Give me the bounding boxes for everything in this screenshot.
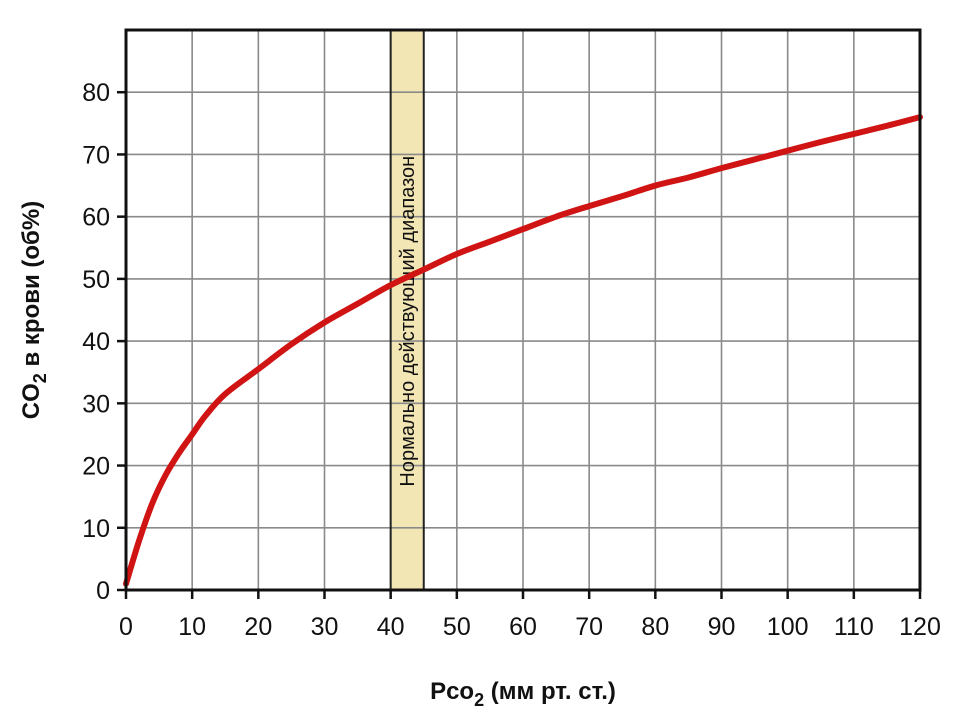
y-tick-label: 30 [82,390,110,418]
y-tick-label: 70 [82,141,110,169]
normal-range-band-label: Нормально действующий диапазон [397,156,419,487]
x-axis-title-sub: 2 [474,690,484,710]
series-layer [123,114,923,587]
y-tick-label: 10 [82,515,110,543]
x-tick-label: 90 [708,613,736,641]
y-axis-title-rest: в крови (об%) [18,201,45,373]
x-tick-label: 110 [834,613,874,641]
co2-content-curve [123,114,923,587]
normal-range-band [390,30,424,590]
x-tick-label: 50 [443,613,471,641]
x-tick-label: 10 [178,613,206,641]
axis-layer [117,28,922,599]
y-tick-label: 80 [82,79,110,107]
x-tick-label: 30 [311,613,339,641]
band-label-layer: Нормально действующий диапазон [397,156,419,487]
x-tick-label: 20 [244,613,272,641]
y-axis-title: CO2 в крови (об%) [18,201,50,419]
x-tick-label: 120 [899,613,941,641]
x-axis-title-rest: (мм рт. ст.) [484,678,616,705]
y-tick-label: 40 [82,328,110,356]
x-axis-title: Pco2 (мм рт. ст.) [430,678,616,710]
x-tick-label: 0 [119,613,133,641]
y-tick-label: 20 [82,453,110,481]
x-tick-label: 70 [575,613,603,641]
y-tick-label: 50 [82,266,110,294]
y-tick-label: 0 [96,577,110,605]
y-tick-label: 60 [82,204,110,232]
x-axis-title-main: Pco [430,678,474,705]
x-tick-label: 60 [509,613,537,641]
y-axis-title-sub: 2 [30,373,50,383]
normal-range-band-layer [390,30,424,590]
x-tick-label: 100 [767,613,809,641]
y-axis-title-main: CO [18,383,45,419]
x-tick-label: 40 [377,613,405,641]
grid-layer [125,30,921,591]
x-tick-label: 80 [641,613,669,641]
tick-label-layer: 0 10 20 30 40 50 60 70 80 90 100 110 120 0 10 20 30 40 50 6… [82,79,941,641]
